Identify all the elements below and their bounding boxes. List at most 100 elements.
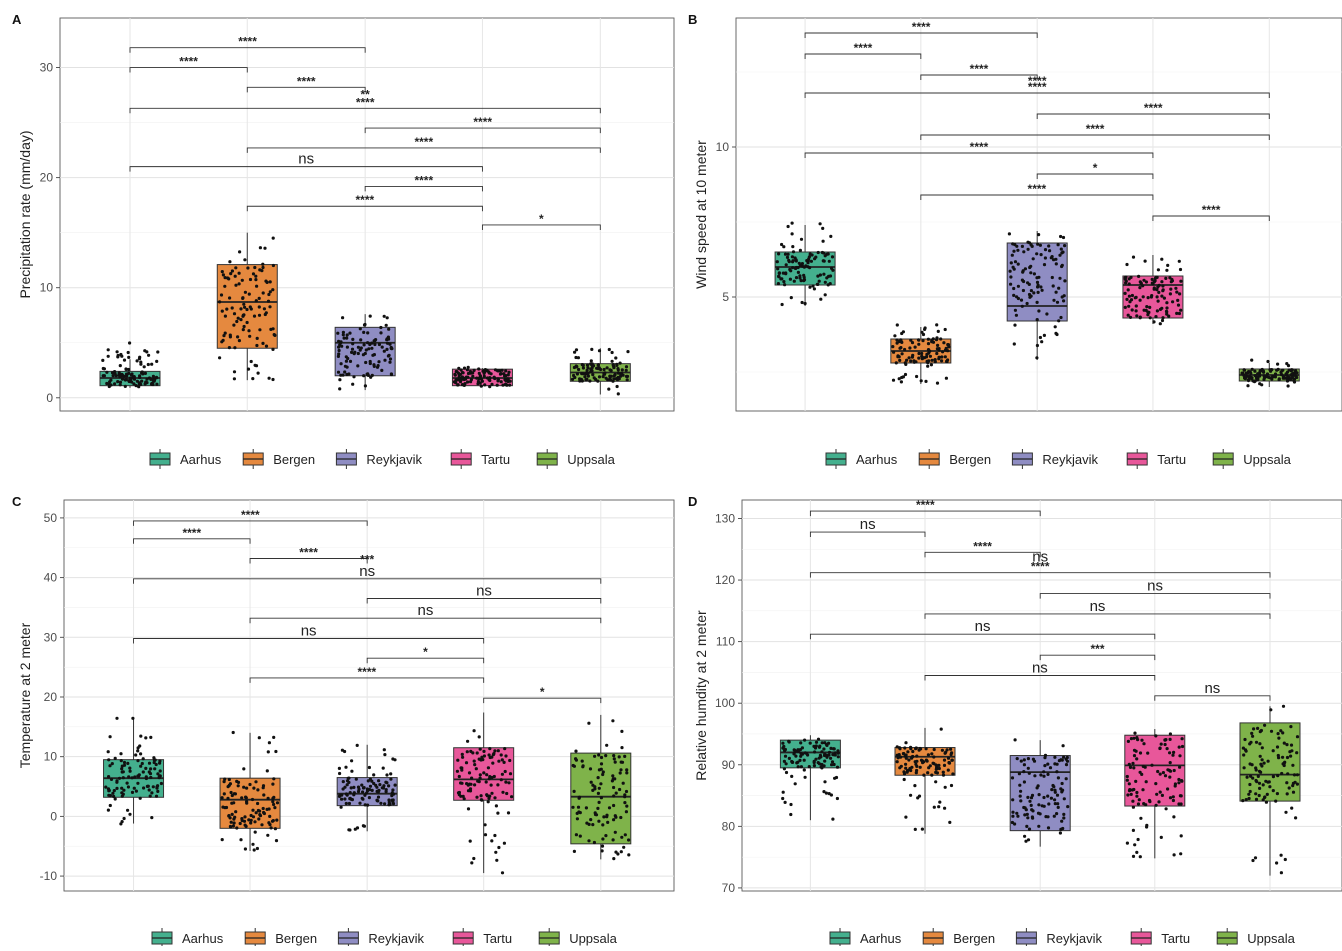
data-point bbox=[1043, 764, 1047, 768]
data-point bbox=[1047, 802, 1051, 806]
data-point bbox=[1265, 792, 1269, 797]
legend-label: Aarhus bbox=[180, 452, 222, 467]
data-point bbox=[390, 791, 394, 795]
data-point bbox=[1035, 252, 1039, 256]
data-point bbox=[944, 376, 949, 380]
data-point bbox=[926, 342, 931, 346]
data-point bbox=[601, 823, 605, 827]
data-point bbox=[895, 341, 899, 345]
data-point bbox=[478, 747, 482, 751]
data-point bbox=[356, 364, 360, 368]
data-point bbox=[487, 777, 491, 781]
data-point bbox=[1263, 795, 1267, 799]
data-point bbox=[1295, 371, 1299, 375]
data-point bbox=[111, 791, 115, 795]
data-point bbox=[1274, 799, 1278, 803]
data-point bbox=[1148, 800, 1152, 804]
data-point bbox=[352, 785, 356, 790]
legend-item-aarhus: Aarhus bbox=[825, 449, 898, 469]
data-point bbox=[343, 370, 347, 374]
data-point bbox=[106, 348, 110, 352]
data-point bbox=[256, 801, 260, 806]
data-point bbox=[903, 347, 907, 352]
data-point bbox=[1178, 754, 1182, 758]
significance-bracket: ns bbox=[249, 602, 602, 624]
data-point bbox=[478, 773, 482, 777]
data-point bbox=[1046, 815, 1050, 819]
data-point bbox=[1010, 253, 1014, 257]
bracket-line bbox=[804, 53, 922, 59]
data-point bbox=[1131, 255, 1136, 259]
data-point bbox=[1064, 777, 1068, 781]
box-aarhus bbox=[103, 716, 165, 826]
data-point bbox=[1035, 343, 1039, 348]
data-point bbox=[585, 363, 590, 367]
data-point bbox=[790, 232, 794, 236]
data-point bbox=[802, 768, 806, 772]
data-point bbox=[504, 754, 508, 758]
data-point bbox=[472, 856, 476, 861]
data-point bbox=[134, 384, 138, 388]
data-point bbox=[1124, 281, 1128, 285]
data-point bbox=[1162, 296, 1166, 300]
data-point bbox=[896, 756, 900, 760]
data-point bbox=[493, 833, 497, 838]
data-point bbox=[909, 338, 913, 342]
data-point bbox=[381, 786, 385, 790]
data-point bbox=[1168, 775, 1172, 779]
data-point bbox=[503, 374, 507, 378]
data-point bbox=[1127, 782, 1131, 786]
data-point bbox=[935, 351, 939, 356]
significance-bracket: **** bbox=[924, 539, 1041, 558]
significance-label: **** bbox=[973, 539, 992, 553]
data-point bbox=[244, 795, 248, 799]
data-point bbox=[271, 263, 275, 268]
data-point bbox=[1149, 295, 1153, 299]
data-point bbox=[355, 826, 360, 830]
data-point bbox=[1138, 751, 1143, 755]
data-point bbox=[130, 790, 135, 795]
data-point bbox=[943, 806, 947, 810]
data-point bbox=[240, 796, 244, 800]
data-point bbox=[271, 377, 275, 382]
data-point bbox=[237, 282, 241, 286]
data-point bbox=[133, 775, 137, 779]
data-point bbox=[1028, 799, 1032, 803]
significance-label: **** bbox=[912, 20, 931, 34]
data-point bbox=[223, 331, 227, 335]
data-point bbox=[1176, 303, 1181, 307]
data-point bbox=[817, 279, 821, 283]
data-point bbox=[930, 358, 934, 362]
data-point bbox=[1022, 770, 1026, 774]
significance-label: **** bbox=[356, 193, 375, 207]
data-point bbox=[1282, 741, 1286, 745]
data-point bbox=[1058, 253, 1062, 257]
significance-bracket: **** bbox=[133, 508, 368, 526]
data-point bbox=[232, 801, 236, 805]
data-point bbox=[1133, 843, 1137, 847]
data-point bbox=[1259, 368, 1263, 373]
bracket-line bbox=[129, 166, 483, 172]
data-point bbox=[1035, 318, 1039, 322]
data-point bbox=[480, 755, 484, 759]
data-point bbox=[803, 775, 807, 779]
data-point bbox=[821, 226, 825, 230]
data-point bbox=[337, 766, 341, 771]
data-point bbox=[616, 852, 620, 856]
data-point bbox=[108, 735, 112, 739]
legend-label: Bergen bbox=[273, 452, 315, 467]
data-point bbox=[1009, 261, 1013, 265]
data-point bbox=[588, 767, 593, 771]
data-point bbox=[117, 776, 122, 780]
data-point bbox=[1007, 232, 1012, 236]
data-point bbox=[1021, 270, 1025, 274]
data-point bbox=[494, 850, 498, 854]
data-point bbox=[781, 796, 785, 801]
panel-tag: D bbox=[688, 494, 697, 509]
data-point bbox=[781, 746, 785, 750]
data-point bbox=[1042, 263, 1047, 267]
data-point bbox=[501, 790, 505, 794]
legend-label: Tartu bbox=[1161, 931, 1190, 946]
significance-label: **** bbox=[854, 41, 873, 55]
